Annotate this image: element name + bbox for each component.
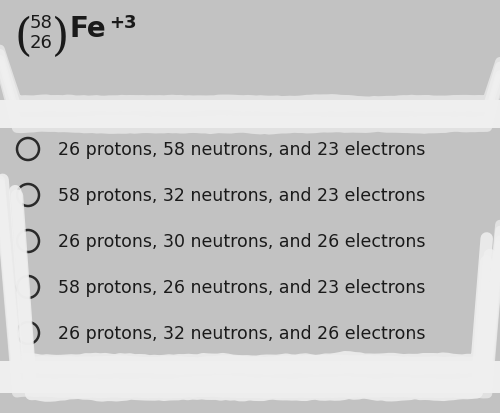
Text: 26 protons, 58 neutrons, and 23 electrons: 26 protons, 58 neutrons, and 23 electron… [58, 141, 426, 159]
Text: +3: +3 [109, 14, 136, 32]
Text: Fe: Fe [70, 15, 106, 43]
Text: ): ) [52, 16, 69, 59]
Text: 26: 26 [30, 34, 53, 52]
Text: 26 protons, 32 neutrons, and 26 electrons: 26 protons, 32 neutrons, and 26 electron… [58, 324, 426, 342]
Text: (: ( [14, 16, 32, 59]
Bar [0, 101, 500, 129]
Text: 58 protons, 32 neutrons, and 23 electrons: 58 protons, 32 neutrons, and 23 electron… [58, 187, 425, 204]
Bar [0, 361, 500, 393]
Text: 58: 58 [30, 14, 53, 32]
Text: 26 protons, 30 neutrons, and 26 electrons: 26 protons, 30 neutrons, and 26 electron… [58, 233, 426, 250]
Text: 58 protons, 26 neutrons, and 23 electrons: 58 protons, 26 neutrons, and 23 electron… [58, 278, 426, 296]
